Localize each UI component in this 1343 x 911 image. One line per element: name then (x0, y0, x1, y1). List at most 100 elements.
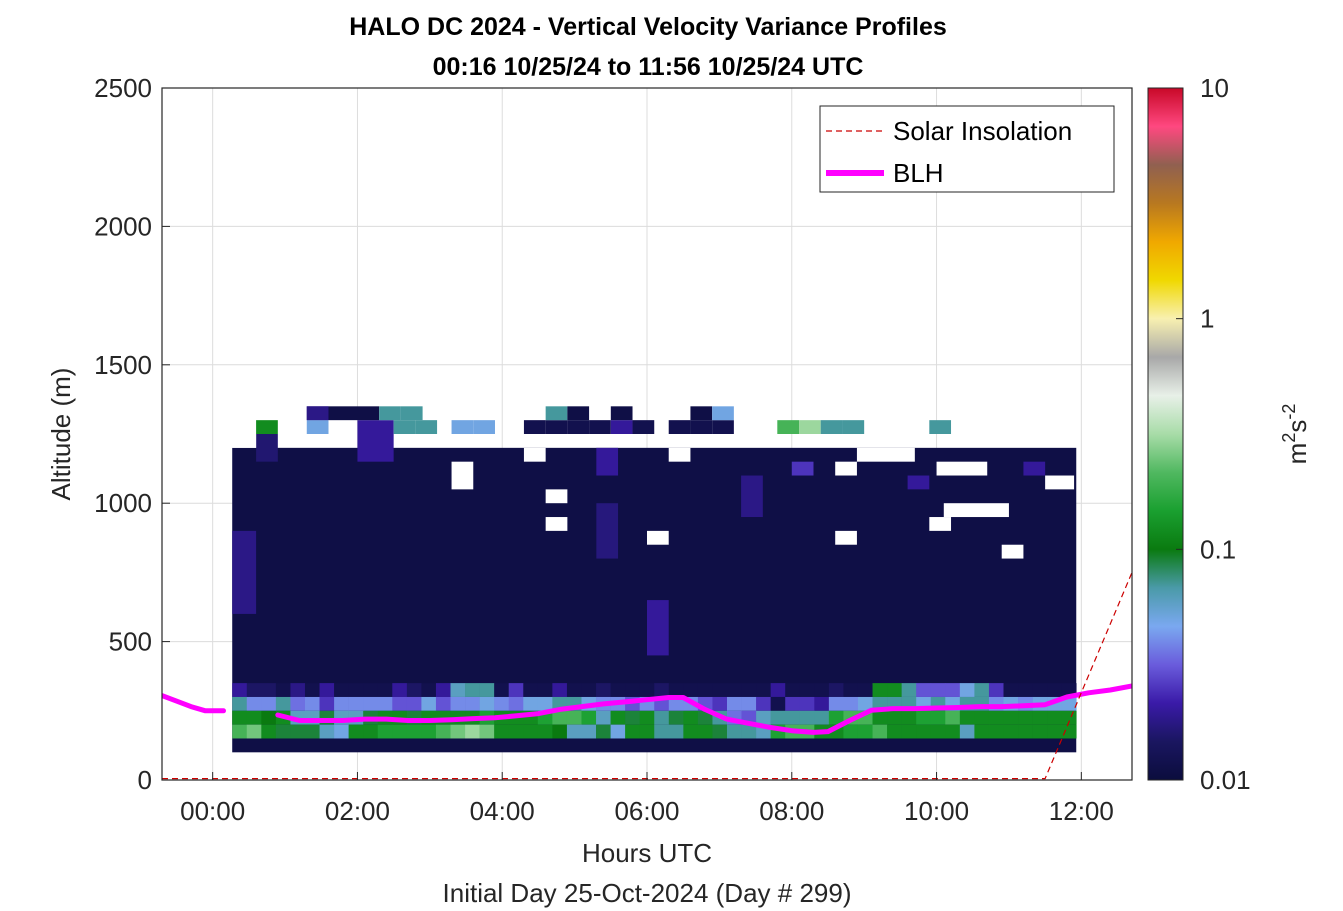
heatmap-cell-0-24 (581, 683, 597, 697)
heatmap-cell-2-25 (596, 710, 611, 725)
heatmap-cell-3-28 (639, 724, 655, 739)
heatmap-cell-top-0-14 (690, 420, 713, 434)
heatmap-gap-3 (647, 530, 669, 545)
legend: Solar Insolation BLH (819, 105, 1115, 193)
heatmap-cell-3-0 (232, 724, 248, 739)
x-tick-label-3: 06:00 (614, 796, 679, 826)
heatmap-cell-1-57 (1061, 696, 1077, 711)
heatmap-cell-top-0-16 (777, 420, 800, 434)
heatmap-cell-0-22 (552, 683, 568, 697)
heatmap-cell-3-42 (843, 724, 859, 739)
heatmap-gap-0 (451, 461, 474, 490)
heatmap-cell-3-43 (857, 724, 873, 739)
heatmap-cell-1-39 (799, 696, 815, 711)
heatmap-cell-2-24 (581, 710, 597, 725)
heatmap-cell-1-16 (465, 696, 480, 711)
heatmap-cell-top-0-11 (610, 420, 633, 434)
heatmap-cell-3-47 (916, 724, 932, 739)
heatmap-cell-3-50 (959, 724, 975, 739)
heatmap-cell-0-51 (974, 683, 990, 697)
y-tick-label-3: 1500 (94, 350, 152, 380)
heatmap-cell-1-8 (348, 696, 364, 711)
heatmap-gap-5 (835, 461, 857, 476)
heatmap-cell-0-32 (697, 683, 713, 697)
heatmap-cell-0-17 (479, 683, 495, 697)
heatmap-cell-1-36 (756, 696, 771, 711)
heatmap-cell-1-4 (290, 696, 306, 711)
heatmap-cell-top-0-3 (393, 420, 416, 434)
heatmap-cell-1-21 (537, 696, 553, 711)
heatmap-cell-0-15 (450, 683, 466, 697)
heatmap-cell-3-30 (668, 724, 684, 739)
heatmap-cell-3-1 (246, 724, 262, 739)
heatmap-cell-3-33 (712, 724, 728, 739)
heatmap-cell-2-0 (232, 710, 248, 725)
heatmap-cell-0-46 (901, 683, 917, 697)
heatmap-cell-2-37 (770, 710, 786, 725)
heatmap-cell-1-2 (261, 696, 277, 711)
colorbar-tick-label-2: 1 (1200, 304, 1214, 334)
heatmap-cell-top-1-2 (379, 406, 401, 421)
heatmap-cell-0-10 (377, 683, 393, 697)
heatmap-cell-0-35 (741, 683, 757, 697)
heatmap-cell-0-28 (639, 683, 655, 697)
heatmap-cell-0-1 (246, 683, 262, 697)
heatmap-cell-1-30 (668, 696, 684, 711)
heatmap-cell-0-38 (785, 683, 801, 697)
heatmap-cell-1-38 (785, 696, 801, 711)
heatmap-cell-0-56 (1047, 683, 1063, 697)
heatmap-cell-3-48 (930, 724, 946, 739)
heatmap-cell-0-39 (799, 683, 815, 697)
heatmap-block-8 (741, 475, 763, 518)
heatmap-cell-top-0-18 (820, 420, 843, 434)
heatmap-cell-top-0-17 (799, 420, 821, 434)
heatmap-cell-0-41 (828, 683, 844, 697)
heatmap-cell-3-23 (566, 724, 582, 739)
heatmap-cell-2-49 (945, 710, 961, 725)
heatmap-cell-3-45 (887, 724, 902, 739)
chart-title: HALO DC 2024 - Vertical Velocity Varianc… (349, 13, 947, 41)
heatmap-cell-1-10 (377, 696, 393, 711)
heatmap-cell-top-0-4 (415, 420, 438, 434)
heatmap-cell-2-27 (625, 710, 640, 725)
x-tick-label-2: 04:00 (470, 796, 535, 826)
heatmap-cell-1-15 (450, 696, 466, 711)
heatmap-cell-1-17 (479, 696, 495, 711)
heatmap-gap-9 (1001, 544, 1024, 559)
heatmap-cell-1-37 (770, 696, 786, 711)
heatmap-cell-top-1-6 (610, 406, 633, 421)
heatmap-cell-1-18 (494, 696, 510, 711)
x-tick-label-5: 10:00 (904, 796, 969, 826)
heatmap-cell-2-2 (261, 710, 277, 725)
heatmap-block-6 (596, 447, 619, 476)
heatmap-cell-3-49 (945, 724, 961, 739)
heatmap-cell-1-0 (232, 696, 248, 711)
heatmap-gap-10 (1045, 475, 1075, 490)
heatmap-cell-3-51 (974, 724, 990, 739)
heatmap-cell-1-34 (727, 696, 742, 711)
heatmap-cell-2-29 (654, 710, 670, 725)
legend-solar-label: Solar Insolation (893, 116, 1072, 146)
colorbar: 0.01 0.1 1 10 m2s-2 (1147, 73, 1312, 795)
y-axis-label: Altitude (m) (46, 368, 76, 501)
heatmap-cell-0-23 (566, 683, 582, 697)
heatmap-gap-11 (232, 434, 257, 448)
heatmap-cell-1-14 (435, 696, 451, 711)
heatmap-cell-1-6 (319, 696, 335, 711)
colorbar-ticks: 0.01 0.1 1 10 (1176, 73, 1251, 795)
heatmap-cell-1-35 (741, 696, 757, 711)
heatmap-cell-3-34 (727, 724, 742, 739)
heatmap-cell-2-36 (756, 710, 771, 725)
colorbar-label: m2s-2 (1279, 404, 1312, 465)
heatmap-cell-top-1-7 (690, 406, 713, 421)
heatmap-cell-1-40 (814, 696, 830, 711)
heatmap-cell-1-42 (843, 696, 859, 711)
heatmap-block-1 (232, 530, 257, 614)
heatmap-cell-top-1-5 (567, 406, 590, 421)
heatmap-cell-0-7 (334, 683, 349, 697)
y-tick-label-5: 2500 (94, 73, 152, 103)
heatmap-cell-0-6 (319, 683, 335, 697)
heatmap-cell-1-19 (508, 696, 524, 711)
heatmap-cell-0-44 (872, 683, 888, 697)
x-axis-label-secondary: Initial Day 25-Oct-2024 (Day # 299) (443, 878, 852, 908)
